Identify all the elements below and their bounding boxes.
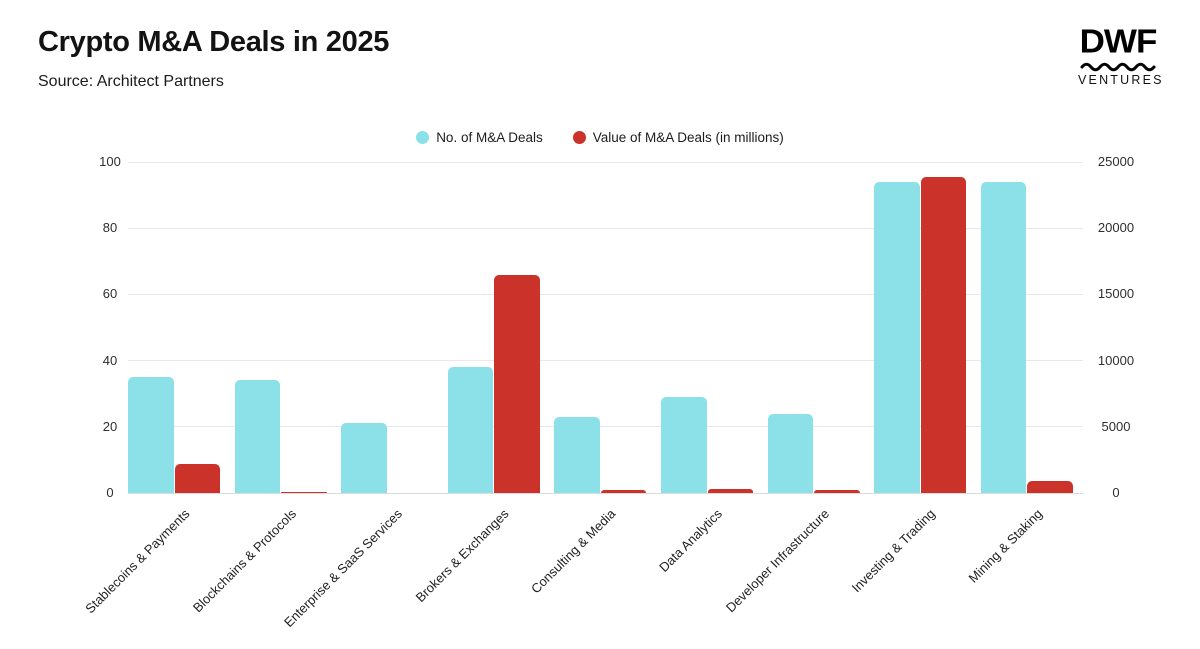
gridline [128, 360, 1083, 362]
y-axis-tick-left: 60 [102, 286, 118, 302]
bar-deals-8 [980, 181, 1027, 493]
y-axis-tick-left: 80 [102, 220, 118, 236]
y-axis-tick-right: 0 [1112, 485, 1120, 500]
x-axis-label: Brokers & Exchanges [412, 506, 512, 606]
x-axis-label: Blockchains & Protocols [189, 506, 299, 616]
bar-value-1 [281, 491, 327, 493]
bar-deals-4 [554, 416, 600, 493]
y-axis-tick-right: 5000 [1101, 418, 1131, 434]
y-axis-tick-right: 20000 [1097, 220, 1135, 236]
y-axis-tick-left: 20 [102, 418, 118, 434]
bar-value-7 [920, 176, 967, 493]
bar-value-4 [600, 489, 647, 493]
y-axis-tick-right: 10000 [1097, 352, 1135, 368]
x-axis-label: Consulting & Media [528, 506, 619, 597]
y-axis-tick-left: 0 [106, 485, 114, 500]
x-axis-label: Stablecoins & Payments [81, 506, 193, 617]
logo-ventures-text: VENTURES [1078, 73, 1164, 87]
bar-deals-1 [234, 380, 281, 493]
legend-label-deals: No. of M&A Deals [436, 130, 543, 145]
y-axis-tick-left: 100 [99, 154, 121, 169]
chart-legend: No. of M&A Deals Value of M&A Deals (in … [0, 130, 1200, 145]
bar-value-5 [707, 489, 753, 493]
bar-deals-6 [767, 413, 814, 493]
legend-item-deals: No. of M&A Deals [416, 130, 543, 145]
gridline [128, 426, 1083, 428]
legend-item-value: Value of M&A Deals (in millions) [572, 130, 784, 145]
bar-value-0 [174, 463, 220, 493]
bar-value-3 [494, 274, 540, 493]
bar-deals-3 [447, 367, 494, 493]
x-axis-label: Investing & Trading [849, 506, 939, 596]
value-series-swatch-icon [572, 131, 586, 144]
x-axis-label: Enterprise & SaaS Services [281, 506, 406, 631]
x-axis-label: Data Analytics [656, 506, 726, 575]
y-axis-tick-left: 40 [102, 352, 118, 368]
dwf-ventures-logo: DWF VENTURES [1078, 22, 1164, 87]
page-title: Crypto M&A Deals in 2025 [38, 26, 390, 58]
bar-value-8 [1027, 481, 1073, 493]
y-axis-tick-right: 25000 [1097, 154, 1135, 169]
x-axis-label: Mining & Staking [965, 506, 1045, 586]
logo-brand-text: DWF [1079, 22, 1158, 61]
x-axis-baseline [128, 492, 1083, 494]
bar-value-6 [814, 490, 860, 493]
source-label: Source: Architect Partners [38, 73, 224, 90]
y-axis-tick-right: 15000 [1097, 286, 1135, 302]
wave-icon [1080, 62, 1156, 72]
bar-deals-2 [341, 423, 387, 493]
gridline [128, 161, 1083, 163]
deals-series-swatch-icon [416, 131, 430, 144]
gridline [128, 227, 1083, 229]
gridline [128, 293, 1083, 295]
bar-deals-7 [874, 181, 920, 493]
bar-deals-0 [128, 377, 174, 493]
x-axis-label: Developer Infrastructure [722, 506, 832, 616]
legend-label-value: Value of M&A Deals (in millions) [592, 130, 784, 145]
bar-deals-5 [661, 397, 707, 493]
